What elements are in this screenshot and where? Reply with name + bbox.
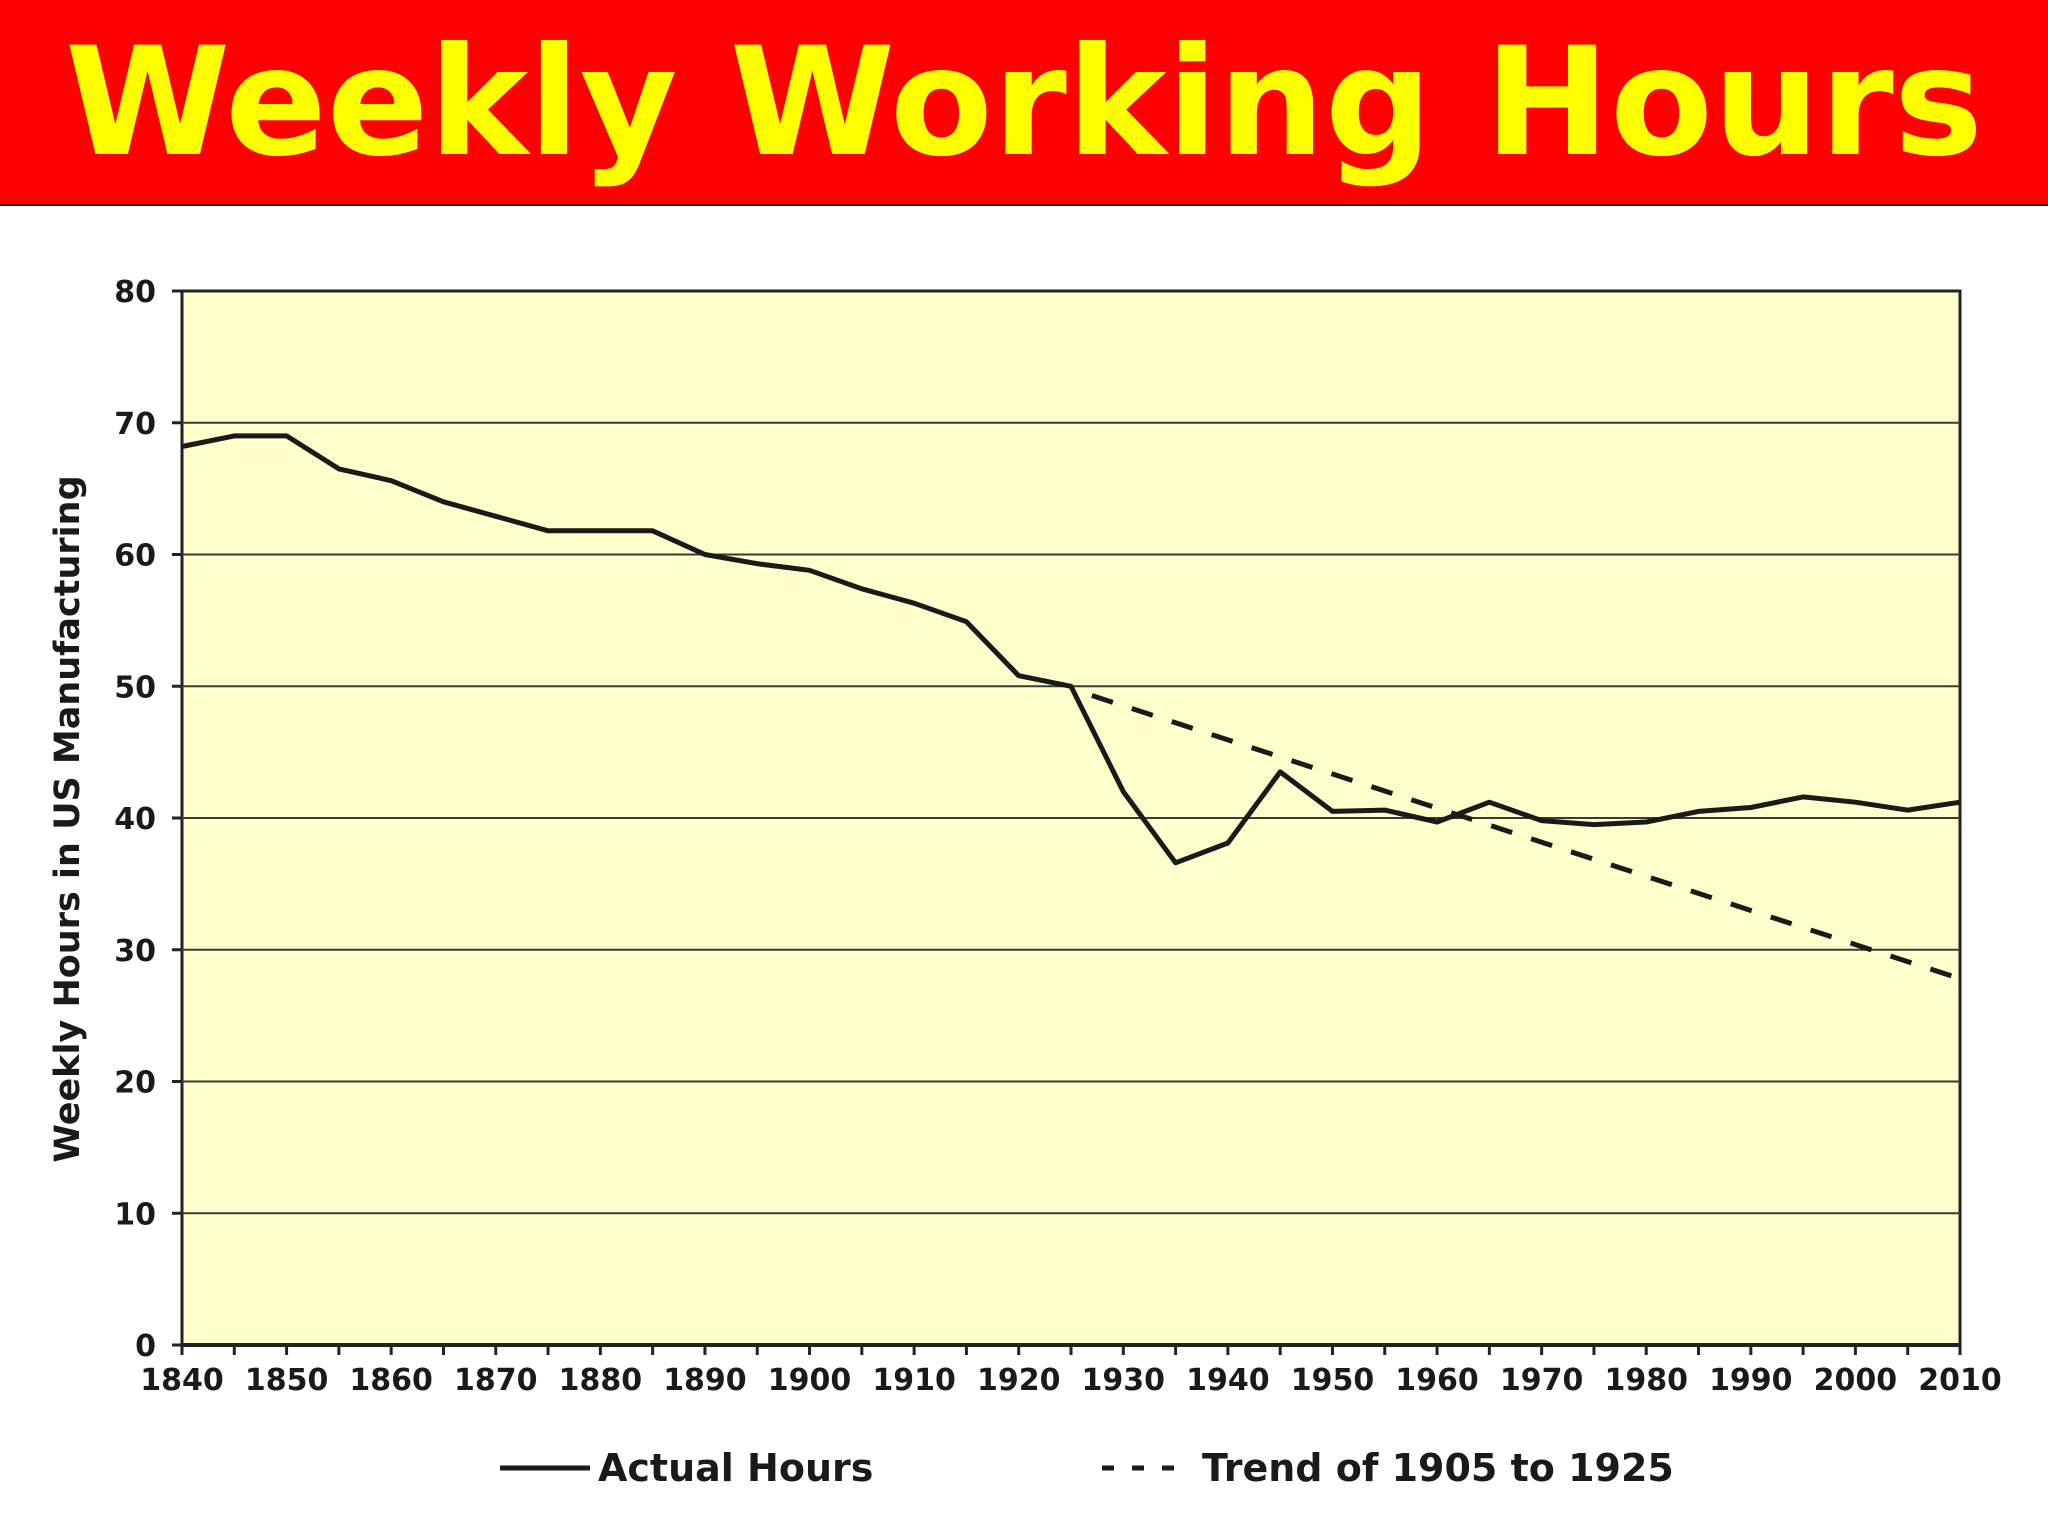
- y-tick-label: 60: [114, 539, 156, 574]
- actual-hours-line: [181, 433, 1961, 866]
- x-axis: 1840 1850 1860 1870 1880 1890 1900 1910 1920 1930…: [140, 1343, 2002, 1398]
- x-tick-label: 1920: [977, 1363, 1061, 1398]
- title-banner: Weekly Working Hours: [0, 0, 2048, 206]
- y-tick-label: 80: [114, 275, 156, 310]
- x-tick-label: 1970: [1500, 1363, 1584, 1398]
- x-tick-label: 1870: [454, 1363, 538, 1398]
- x-tick-label: 1960: [1395, 1363, 1479, 1398]
- x-tick-label: 1950: [1291, 1363, 1375, 1398]
- y-tick-label: 10: [114, 1197, 156, 1232]
- x-tick-label: 1910: [872, 1363, 956, 1398]
- x-tick-label: 1980: [1604, 1363, 1688, 1398]
- series-lines: [181, 433, 1961, 982]
- trend-line: [1091, 693, 1961, 982]
- y-tick-label: 30: [114, 934, 156, 969]
- x-tick-label: 1850: [245, 1363, 329, 1398]
- x-tick-label: 1940: [1186, 1363, 1270, 1398]
- legend: Actual Hours Trend of 1905 to 1925: [500, 1446, 1674, 1490]
- x-tick-label: 1990: [1709, 1363, 1793, 1398]
- y-tick-label: 0: [135, 1329, 156, 1364]
- legend-trend-label: Trend of 1905 to 1925: [1202, 1446, 1674, 1490]
- y-axis-label: Weekly Hours in US Manufacturing: [48, 475, 88, 1162]
- x-tick-label: 2000: [1814, 1363, 1898, 1398]
- y-axis: 0 10 20 30 40 50 60 70 80: [114, 275, 182, 1364]
- x-tick-label: 1900: [768, 1363, 852, 1398]
- x-tick-label: 1890: [663, 1363, 747, 1398]
- y-tick-label: 70: [114, 407, 156, 442]
- slide-title: Weekly Working Hours: [64, 16, 1984, 190]
- x-tick-label: 2010: [1918, 1363, 2002, 1398]
- legend-actual-label: Actual Hours: [598, 1446, 873, 1490]
- y-tick-label: 20: [114, 1066, 156, 1101]
- x-tick-label: 1880: [559, 1363, 643, 1398]
- x-tick-label: 1930: [1082, 1363, 1166, 1398]
- x-tick-label: 1860: [349, 1363, 433, 1398]
- x-tick-label: 1840: [140, 1363, 224, 1398]
- y-tick-label: 40: [114, 802, 156, 837]
- banner-divider: [0, 204, 2048, 206]
- y-tick-label: 50: [114, 670, 156, 705]
